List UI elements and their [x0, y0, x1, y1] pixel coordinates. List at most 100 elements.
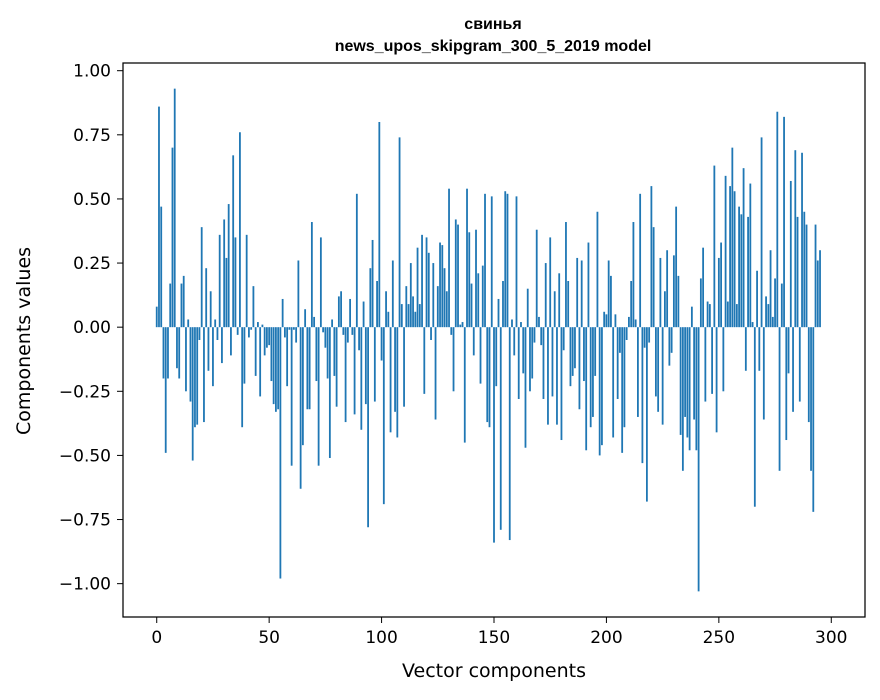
bar [283, 327, 286, 338]
bar [780, 283, 783, 328]
bar [762, 327, 765, 420]
bar [214, 319, 217, 328]
bar [522, 327, 525, 374]
bar [556, 327, 558, 425]
bar [758, 327, 761, 371]
bar [351, 327, 354, 335]
bar [574, 327, 576, 369]
bar [218, 234, 221, 328]
bar [344, 327, 347, 423]
y-tick-label: −0.75 [59, 511, 111, 531]
bar [441, 245, 444, 328]
bar [531, 327, 534, 379]
bar [205, 268, 208, 328]
bar [684, 327, 687, 417]
bar [191, 327, 194, 461]
bar [396, 327, 399, 438]
bar [461, 322, 464, 328]
bar [292, 327, 295, 330]
bar [279, 327, 282, 579]
bar [227, 204, 230, 328]
bar [286, 327, 289, 387]
bar [607, 260, 610, 328]
bar [547, 327, 549, 425]
bar [232, 155, 235, 328]
bar [639, 193, 642, 328]
bar [688, 327, 691, 451]
bar [317, 327, 320, 466]
bar [288, 327, 291, 330]
bar [385, 291, 387, 328]
bar [535, 229, 538, 328]
bar [380, 327, 383, 361]
bar [511, 319, 513, 328]
bar [484, 193, 486, 328]
bar [637, 327, 639, 417]
bar [423, 327, 426, 394]
bar [760, 137, 763, 328]
bar [212, 327, 214, 387]
bar [194, 327, 196, 428]
bar [394, 327, 396, 412]
bar [263, 327, 266, 356]
bar [490, 196, 493, 328]
bar [794, 150, 797, 328]
bar [155, 306, 158, 328]
bar [598, 327, 601, 456]
bar [603, 311, 606, 328]
bar [529, 327, 531, 392]
bar [796, 216, 799, 328]
bar [331, 319, 334, 328]
bar [310, 222, 313, 328]
bar [614, 314, 617, 328]
bar [409, 263, 412, 328]
bar [319, 237, 322, 328]
bar [207, 327, 210, 371]
bar [297, 260, 300, 328]
bar [765, 296, 767, 328]
bar [787, 327, 790, 374]
bar [722, 327, 725, 392]
bar [565, 222, 567, 328]
bar [459, 324, 462, 328]
bar [495, 327, 498, 387]
y-tick-label: −0.25 [59, 382, 111, 402]
bar [169, 283, 172, 328]
bar [520, 322, 522, 328]
bar [216, 327, 219, 340]
bar [697, 327, 700, 592]
bar [198, 327, 201, 340]
bar [542, 327, 545, 399]
bar [427, 252, 430, 328]
bar [715, 327, 718, 433]
bar [257, 322, 259, 328]
bar [706, 301, 709, 328]
bar [304, 309, 307, 328]
bar [625, 327, 628, 340]
bar [578, 327, 581, 410]
chart-subtitle: news_upos_skipgram_300_5_2019 model [335, 38, 652, 55]
bar [486, 327, 489, 423]
x-tick-label: 250 [703, 628, 735, 648]
bar [704, 327, 707, 402]
bar [675, 206, 678, 328]
bar [353, 327, 356, 415]
bar [726, 301, 729, 328]
bar [774, 278, 776, 328]
bar [306, 327, 309, 410]
bar [382, 327, 385, 505]
bar [421, 234, 423, 328]
bar [666, 250, 669, 328]
bar [646, 327, 648, 502]
bar [230, 327, 232, 356]
bar [756, 270, 758, 328]
bar [398, 137, 401, 328]
bar [641, 327, 644, 464]
bar [178, 327, 181, 379]
bar [200, 227, 203, 328]
bar [814, 224, 817, 328]
bar [517, 327, 520, 399]
y-tick-label: 0.50 [73, 190, 111, 210]
